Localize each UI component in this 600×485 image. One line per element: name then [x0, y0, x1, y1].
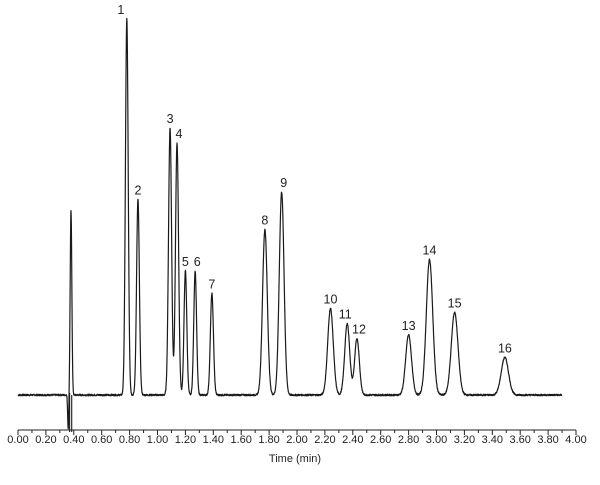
- peak-label-6: 6: [194, 255, 201, 269]
- peak-label-7: 7: [208, 278, 215, 292]
- peak-label-14: 14: [423, 244, 437, 258]
- x-tick-label: 3.60: [509, 434, 530, 446]
- x-tick-label: 2.60: [370, 434, 391, 446]
- x-tick-label: 1.00: [147, 434, 168, 446]
- x-tick-label: 0.40: [63, 434, 84, 446]
- x-tick-label: 2.20: [314, 434, 335, 446]
- x-tick-label: 0.80: [119, 434, 140, 446]
- x-tick-label: 3.20: [454, 434, 475, 446]
- chromatogram-trace-group: [17, 17, 563, 432]
- x-axis: 0.00 0.20 0.40 0.60 0.80 1.00 1.20 1.40 1.60 1.80…: [7, 429, 587, 446]
- x-tick-label: 4.00: [565, 434, 586, 446]
- peak-label-11: 11: [339, 308, 352, 322]
- x-axis-title: Time (min): [269, 453, 321, 465]
- peak-label-13: 13: [402, 319, 416, 333]
- peak-label-8: 8: [261, 214, 268, 228]
- x-tick-label: 3.00: [426, 434, 447, 446]
- x-tick-label: 2.80: [398, 434, 419, 446]
- peak-label-2: 2: [135, 184, 142, 198]
- x-tick-label: 1.60: [230, 434, 251, 446]
- x-tick-label: 0.00: [7, 434, 28, 446]
- x-tick-label: 0.20: [35, 434, 56, 446]
- peak-label-1: 1: [117, 3, 124, 17]
- x-tick-label: 2.40: [342, 434, 363, 446]
- x-tick-label: 1.80: [258, 434, 279, 446]
- peak-label-5: 5: [182, 255, 189, 269]
- x-tick-label: 1.40: [203, 434, 224, 446]
- x-tick-label: 3.80: [537, 434, 558, 446]
- peak-label-10: 10: [324, 293, 338, 307]
- x-tick-label: 0.60: [91, 434, 112, 446]
- peak-label-9: 9: [280, 176, 287, 190]
- peak-label-12: 12: [352, 323, 366, 337]
- peak-label-3: 3: [167, 112, 174, 126]
- peak-label-4: 4: [176, 127, 183, 141]
- x-tick-label: 2.00: [286, 434, 307, 446]
- x-tick-label: 1.20: [175, 434, 196, 446]
- x-tick-label: 3.40: [482, 434, 503, 446]
- peak-label-15: 15: [448, 296, 462, 310]
- chromatogram-trace: [17, 17, 563, 430]
- peak-label-16: 16: [498, 341, 512, 355]
